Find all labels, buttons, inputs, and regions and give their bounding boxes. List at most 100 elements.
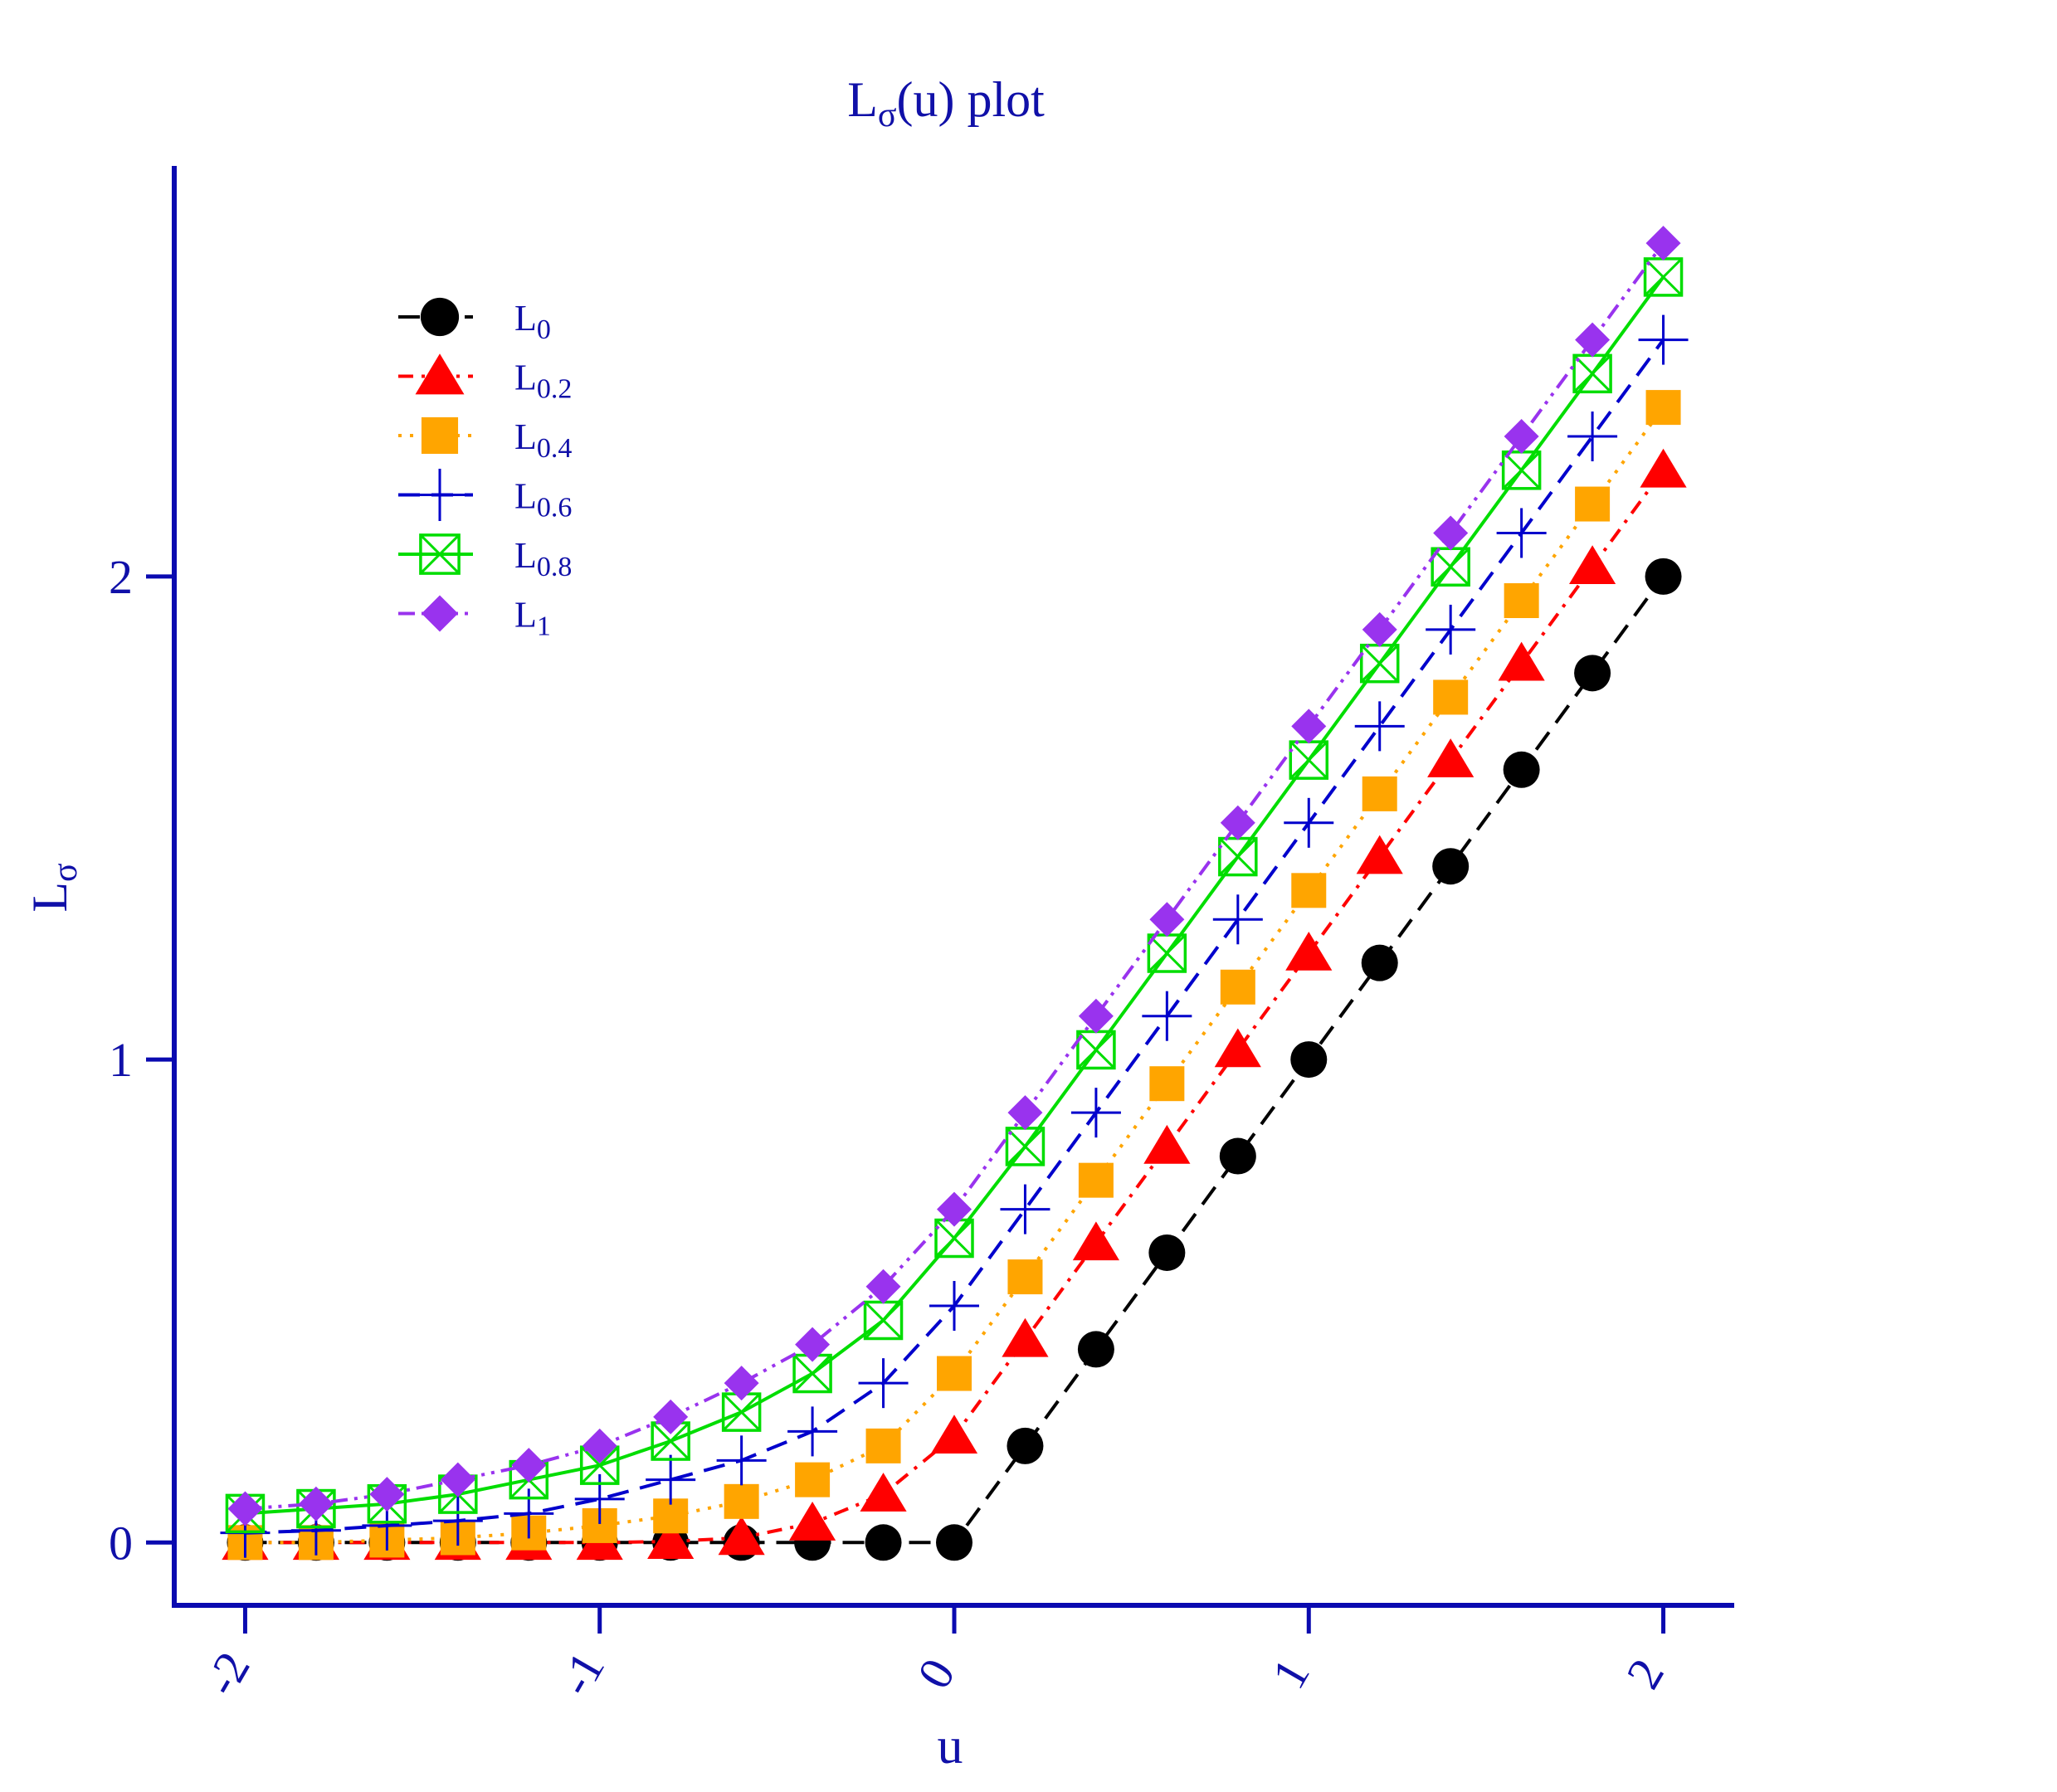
data-point [1148,1234,1186,1271]
series-1 [227,226,1681,1527]
boxx-diag [1289,741,1328,780]
data-point [1645,226,1681,261]
data-point [1289,740,1329,780]
data-point [1638,314,1689,365]
legend-item: L0 [398,297,551,345]
boxx-diag [1431,548,1470,587]
x-axis-label: u [938,1718,963,1775]
x-tick-label: 2 [1616,1649,1674,1697]
data-point [369,1477,405,1512]
boxx-diag [722,1393,761,1432]
boxx-diag [1076,1030,1115,1069]
data-point [1643,257,1684,297]
data-point [930,1415,978,1454]
data-point [1575,486,1611,522]
data-point [1574,655,1611,692]
data-point [1076,1030,1116,1070]
boxx-diag [1148,933,1187,973]
legend-label-sub: 0.2 [537,374,573,405]
boxx-diag [1360,644,1399,683]
legend-label-main: L [514,476,537,517]
legend-label-sub: 1 [537,611,551,642]
data-point [1567,411,1618,462]
data-point [929,1281,979,1332]
data-point [795,1462,831,1497]
legend-label: L0 [514,298,551,345]
data-point [1640,448,1687,488]
axes: 0 1 2 -2 -1 0 1 2 [109,166,1734,1704]
data-point [1645,390,1681,426]
series-layer [220,226,1689,1561]
data-point [1218,836,1258,877]
data-point [419,533,461,575]
data-point [227,1491,263,1527]
data-point [1284,797,1334,848]
data-point [1007,1259,1043,1295]
y-axis-label: Lσ [22,863,85,912]
y-tick-label: 2 [109,550,133,604]
data-point [1645,558,1682,595]
data-point [420,297,460,337]
legend-label-main: L [514,595,537,635]
y-axis-label-sub: σ [46,863,85,882]
data-point [724,1483,759,1519]
boxx-diag [1644,257,1683,296]
data-point [1569,545,1616,585]
data-point [1504,419,1539,455]
y-tick-label: 0 [109,1516,133,1570]
data-point [787,1406,838,1457]
data-point [1572,353,1612,394]
data-point [582,1428,617,1463]
legend-label: L1 [514,595,551,642]
data-point [298,1486,334,1522]
data-point [1359,643,1400,684]
legend-item: L0.6 [398,469,572,523]
data-point [1070,1088,1121,1138]
boxx-diag [1218,837,1257,876]
boxx-diag [934,1219,974,1258]
data-point [865,1524,902,1561]
series-line [245,575,1665,1545]
legend-item: L0.2 [398,353,572,405]
legend-item: L1 [398,595,551,642]
data-point [415,353,465,395]
data-point [1433,515,1469,551]
legend-label-main: L [514,298,537,338]
data-point [1361,944,1398,981]
x-tick-label: -1 [548,1643,615,1704]
data-point [795,1327,831,1362]
legend-label: L0.4 [514,416,572,464]
chart-title-sub: σ [878,96,897,134]
data-point [1220,805,1255,840]
data-point [1362,776,1397,811]
data-point [1078,1162,1114,1198]
data-point [863,1300,904,1341]
data-point [1290,1041,1328,1079]
boxx-diag [419,533,461,575]
data-point [1356,835,1403,874]
legend-label-main: L [514,535,537,576]
data-point [647,1520,695,1559]
boxx-diag [1006,1127,1045,1166]
data-point [1143,1124,1191,1164]
chart-title-rest: (u) plot [896,72,1045,127]
boxx-diag [580,1446,619,1485]
data-point [1002,1317,1049,1357]
chart-title: Lσ(u) plot [847,72,1045,134]
data-point [858,1358,909,1409]
data-point [865,1269,901,1304]
data-point [653,1399,689,1434]
legend-label: L0.2 [514,358,572,405]
data-point [1212,894,1263,945]
data-point [1498,641,1545,681]
boxx-diag [1573,354,1612,393]
data-point [440,1462,475,1497]
data-point [1431,547,1470,587]
data-point [1291,873,1327,908]
legend-label-sub: 0.4 [537,433,573,464]
x-tick-label: 0 [907,1649,966,1697]
data-point [1354,701,1405,752]
legend-label-sub: 0.8 [537,552,573,582]
data-point [1219,1137,1256,1175]
